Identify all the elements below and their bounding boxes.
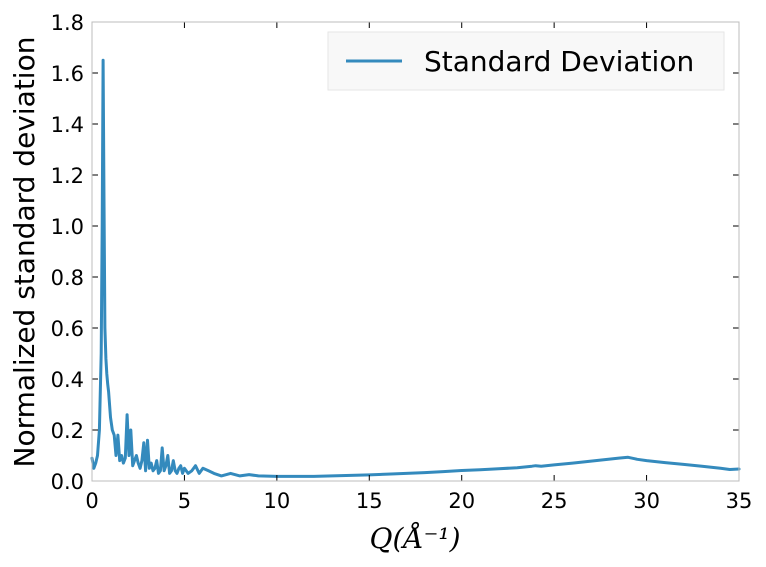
y-tick-label: 0.2 <box>51 419 84 443</box>
x-tick-label: 15 <box>356 489 383 513</box>
y-tick-label: 1.4 <box>51 113 84 137</box>
y-tick-label: 1.2 <box>51 164 84 188</box>
x-tick-label: 0 <box>85 489 98 513</box>
y-tick-label: 1.0 <box>51 215 84 239</box>
y-tick-label: 1.8 <box>51 11 84 35</box>
y-tick-label: 0.6 <box>51 317 84 341</box>
y-tick-label: 1.6 <box>51 62 84 86</box>
y-axis-title: Normalized standard deviation <box>8 37 41 468</box>
x-tick-label: 25 <box>541 489 568 513</box>
x-tick-label: 5 <box>178 489 191 513</box>
x-tick-label: 20 <box>448 489 475 513</box>
y-tick-label: 0.0 <box>51 470 84 494</box>
x-tick-label: 10 <box>263 489 290 513</box>
x-axis-title: Q(Å⁻¹) <box>369 522 460 555</box>
plot-frame <box>91 21 740 482</box>
legend: Standard Deviation <box>327 31 725 91</box>
y-tick-label: 0.8 <box>51 266 84 290</box>
y-axis: 0.0 0.2 0.4 0.6 0.8 1.0 1.2 1.4 1.6 1.8 <box>51 11 739 494</box>
series-line-0 <box>90 58 741 478</box>
y-tick-label: 0.4 <box>51 368 84 392</box>
x-tick-label: 30 <box>633 489 660 513</box>
x-axis: 0 5 10 15 20 25 30 35 <box>85 22 752 513</box>
plot-area <box>90 58 741 478</box>
x-tick-label: 35 <box>726 489 753 513</box>
legend-label: Standard Deviation <box>424 45 694 78</box>
